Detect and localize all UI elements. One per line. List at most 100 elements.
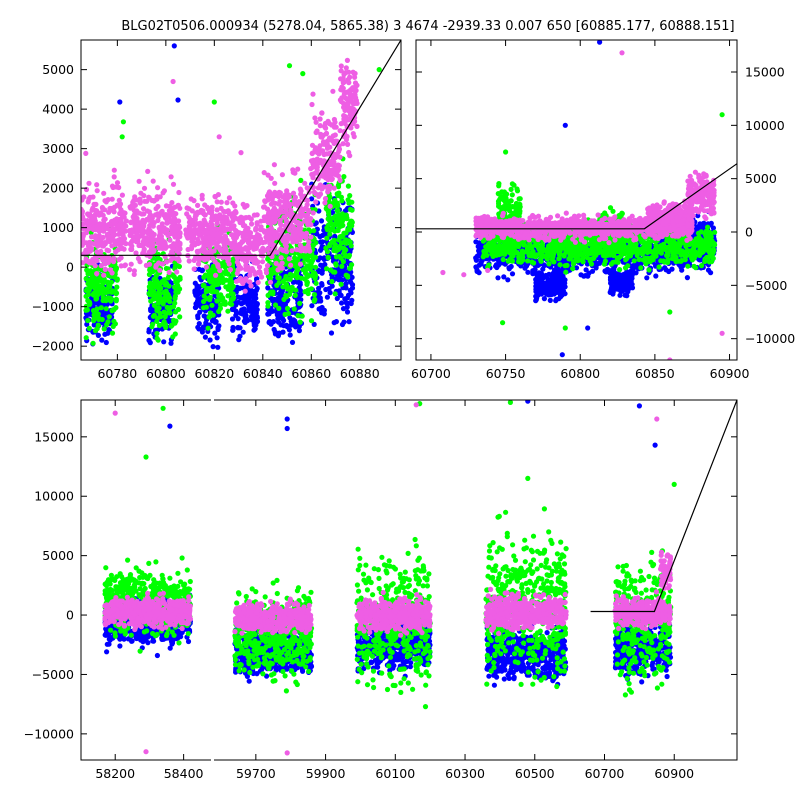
data-point — [184, 211, 190, 217]
data-point — [118, 255, 124, 261]
data-point — [150, 178, 156, 184]
data-point — [669, 266, 675, 272]
data-point — [308, 263, 314, 269]
data-point — [112, 218, 118, 224]
data-point — [227, 267, 233, 273]
data-point — [155, 217, 161, 224]
data-point — [256, 236, 262, 242]
data-point — [335, 162, 341, 168]
data-point — [297, 186, 303, 192]
data-point — [317, 234, 323, 240]
data-point — [265, 303, 271, 309]
data-point — [241, 215, 247, 221]
data-point — [253, 260, 259, 266]
data-point — [242, 256, 248, 262]
data-point — [321, 256, 327, 262]
data-point — [320, 184, 327, 190]
data-point — [242, 288, 248, 294]
data-point — [83, 335, 89, 341]
data-point — [236, 253, 242, 259]
data-point — [89, 272, 95, 278]
data-point — [175, 278, 181, 284]
data-point — [309, 101, 315, 108]
data-point — [292, 194, 298, 200]
data-point — [197, 224, 203, 230]
data-point — [202, 248, 208, 255]
data-point — [338, 63, 344, 69]
data-point — [300, 194, 306, 200]
data-point — [326, 174, 332, 181]
data-point — [240, 329, 246, 335]
data-point — [92, 233, 98, 239]
data-points — [416, 40, 737, 360]
data-point — [234, 270, 240, 276]
data-point — [323, 286, 329, 293]
data-point — [316, 306, 322, 312]
data-point — [146, 215, 152, 222]
data-point — [331, 248, 337, 254]
data-point — [218, 199, 224, 205]
data-point — [313, 220, 319, 226]
data-point — [104, 296, 110, 302]
data-point — [341, 71, 347, 78]
data-point — [93, 210, 99, 216]
data-point — [201, 230, 207, 236]
data-point — [101, 326, 107, 332]
data-point — [248, 283, 254, 289]
data-point — [344, 253, 350, 259]
data-point — [109, 207, 115, 213]
data-point — [289, 211, 295, 217]
data-point — [93, 308, 99, 314]
data-point — [172, 293, 178, 299]
data-point — [183, 227, 189, 233]
data-point — [541, 296, 548, 302]
data-point — [300, 267, 306, 273]
data-point — [219, 275, 225, 281]
data-point — [622, 292, 628, 298]
data-point — [162, 314, 168, 320]
data-point — [106, 221, 112, 228]
data-point — [146, 284, 152, 290]
data-point — [324, 141, 330, 147]
data-point — [345, 183, 351, 189]
data-point — [218, 205, 224, 211]
data-point — [297, 231, 303, 237]
data-point — [314, 162, 320, 168]
data-point — [199, 268, 205, 274]
data-point — [264, 263, 271, 269]
data-point — [509, 271, 516, 277]
data-point — [104, 322, 110, 328]
data-point — [247, 279, 253, 285]
x-tick-label: 60820 — [194, 366, 234, 381]
data-point — [259, 274, 265, 280]
data-point — [203, 235, 209, 241]
data-point — [207, 244, 213, 250]
data-point — [114, 284, 120, 290]
data-point — [168, 304, 174, 311]
data-point — [224, 216, 230, 222]
data-point — [311, 228, 317, 234]
data-point — [175, 97, 181, 103]
panel-2: 60700 60750 60800 60850 60900−10000−50000500… — [411, 39, 795, 381]
data-point — [154, 330, 160, 337]
data-point — [653, 273, 659, 279]
data-point — [347, 74, 353, 80]
data-point — [353, 95, 359, 101]
data-point — [83, 293, 89, 299]
data-point — [156, 241, 162, 247]
data-point — [175, 306, 181, 313]
data-point — [264, 247, 270, 253]
data-point — [327, 218, 333, 224]
data-point — [288, 262, 294, 268]
data-point — [171, 43, 177, 49]
data-point — [322, 200, 328, 206]
data-point — [348, 87, 354, 93]
data-point — [663, 267, 669, 273]
data-point — [201, 298, 207, 305]
data-point — [217, 267, 223, 274]
data-point — [304, 214, 310, 220]
data-point — [261, 204, 267, 210]
data-point — [127, 267, 133, 273]
data-point — [341, 104, 347, 110]
